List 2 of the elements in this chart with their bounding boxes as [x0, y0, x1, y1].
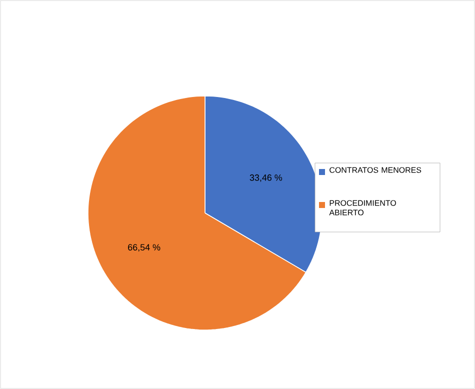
data-label: 33,46 % — [250, 174, 282, 182]
data-label: 66,54 % — [128, 244, 160, 252]
